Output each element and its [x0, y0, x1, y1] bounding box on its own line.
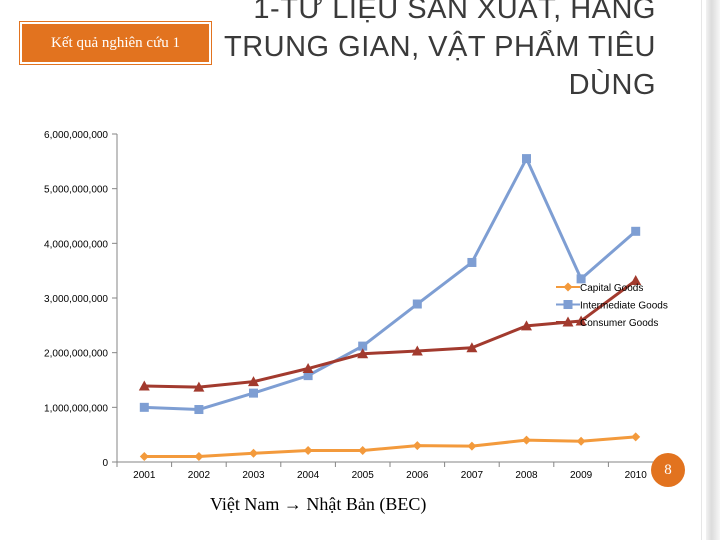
data-point-square: [194, 405, 204, 415]
data-point-diamond: [358, 446, 368, 456]
x-tick-label: 2005: [352, 470, 375, 481]
legend-swatch-marker: [563, 300, 573, 309]
legend-swatch-marker: [562, 316, 574, 327]
x-axis-ticks: 2001 2002 2003 2004 2005 2006 2007 2008 2009 2010: [116, 462, 664, 481]
x-tick-label: 2004: [297, 470, 320, 481]
x-tick-label: 2001: [133, 470, 156, 481]
data-point-triangle: [521, 320, 532, 331]
legend-item: Intermediate Goods: [556, 300, 668, 312]
y-tick-label: 4,000,000,000: [44, 239, 108, 250]
y-axis-ticks: 0 1,000,000,000 2,000,000,000 3,000,000,000…: [44, 130, 117, 469]
series-consumer-goods: [138, 275, 642, 392]
data-point-triangle: [302, 363, 314, 374]
section-badge: Kết quả nghiên cứu 1: [20, 22, 211, 64]
x-tick-label: 2009: [570, 470, 593, 481]
data-point-square: [139, 402, 149, 412]
chart-series: [138, 154, 642, 462]
data-point-triangle: [138, 380, 150, 391]
slide-title: 1-TƯ LIỆU SẢN XUẤT, HÀNG TRUNG GIAN, VẬT…: [224, 0, 656, 101]
x-tick-label: 2008: [515, 470, 538, 481]
chart-legend: Capital Goods Intermediate Goods Consumer …: [556, 282, 668, 329]
legend-label: Intermediate Goods: [580, 301, 668, 312]
data-point-square: [412, 299, 422, 309]
data-point-diamond: [303, 446, 313, 456]
y-tick-label: 1,000,000,000: [44, 403, 108, 414]
legend-label: Consumer Goods: [580, 318, 658, 329]
data-point-diamond: [522, 435, 531, 445]
series-capital-goods: [139, 432, 641, 462]
y-tick-label: 2,000,000,000: [44, 349, 108, 360]
chart-caption: Việt Nam → Nhật Bản (BEC): [210, 494, 427, 514]
x-tick-label: 2007: [461, 470, 484, 481]
data-point-triangle: [357, 348, 369, 359]
data-point-diamond: [249, 448, 258, 458]
data-point-square: [576, 274, 586, 284]
y-tick-label: 6,000,000,000: [44, 130, 108, 141]
x-tick-label: 2010: [625, 470, 648, 481]
data-point-square: [522, 154, 531, 164]
data-point-diamond: [412, 441, 422, 451]
legend-swatch-marker: [563, 282, 573, 292]
legend-item: Capital Goods: [556, 282, 643, 294]
data-point-triangle: [411, 345, 423, 356]
x-tick-label: 2002: [188, 470, 211, 481]
x-tick-label: 2003: [242, 470, 265, 481]
data-point-triangle: [630, 275, 642, 286]
y-tick-label: 3,000,000,000: [44, 294, 108, 305]
slide-frame-line: [701, 0, 702, 540]
data-point-square: [358, 341, 368, 351]
y-tick-label: 0: [102, 458, 108, 469]
data-point-diamond: [631, 432, 641, 442]
data-point-triangle: [193, 381, 205, 392]
data-point-triangle: [248, 376, 259, 387]
legend-label: Capital Goods: [580, 283, 643, 294]
data-point-square: [467, 257, 477, 267]
page-number: 8: [651, 453, 685, 487]
data-point-triangle: [466, 342, 478, 353]
data-point-diamond: [139, 452, 149, 462]
series-line: [144, 435, 636, 459]
slide-frame-right: [706, 0, 720, 540]
x-tick-label: 2006: [406, 470, 429, 481]
data-point-square: [631, 226, 641, 236]
data-point-diamond: [576, 436, 586, 446]
data-point-diamond: [194, 452, 204, 462]
legend-item: Consumer Goods: [556, 316, 658, 329]
data-point-square: [249, 388, 258, 398]
y-tick-label: 5,000,000,000: [44, 185, 108, 196]
data-point-diamond: [467, 441, 477, 451]
series-line: [144, 157, 637, 412]
data-point-square: [303, 371, 313, 381]
series-intermediate-goods: [139, 154, 641, 415]
series-line: [144, 279, 637, 389]
